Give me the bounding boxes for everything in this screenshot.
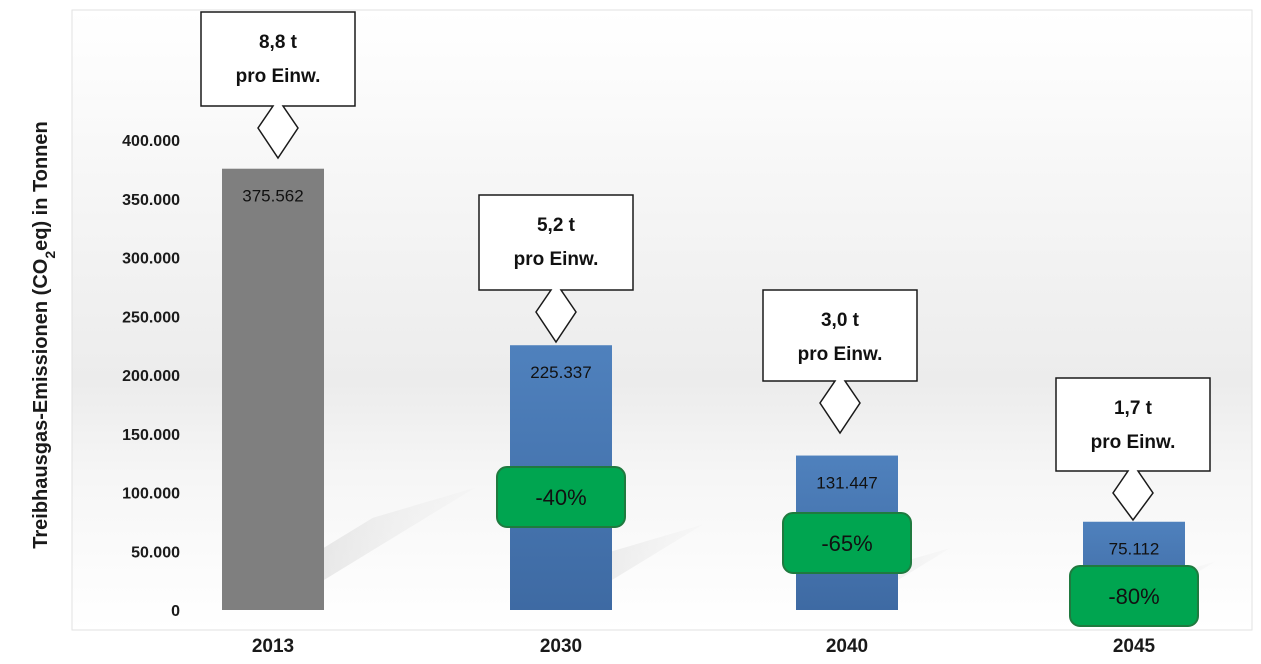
y-tick-label: 100.000 (122, 486, 180, 503)
bar-value-label: 75.112 (1109, 540, 1160, 559)
y-tick-label: 50.000 (131, 544, 180, 561)
callout-unit: pro Einw. (798, 344, 883, 365)
callout-value: 3,0 t (821, 310, 860, 331)
callout-value: 1,7 t (1114, 398, 1153, 419)
y-tick-label: 150.000 (122, 427, 180, 444)
callout-box (1055, 377, 1211, 522)
bar-2013 (222, 168, 324, 610)
y-axis-title: Treibhausgas-Emissionen (CO2eq) in Tonne… (30, 121, 58, 548)
reduction-badges: -40% -65% -80% (496, 466, 1199, 627)
y-tick-label: 250.000 (122, 309, 180, 326)
x-tick-label: 2045 (1113, 636, 1156, 657)
callout-unit: pro Einw. (236, 66, 321, 87)
per-capita-callouts: 8,8 t pro Einw. 5,2 t pro Einw. 3,0 t pro Ein… (200, 11, 1211, 522)
reduction-badge (496, 466, 626, 528)
callout-box (200, 11, 356, 160)
y-axis-ticks: 0 50.000 100.000 150.000 200.000 250.000 300.0… (122, 133, 180, 620)
x-tick-label: 2013 (252, 636, 294, 657)
x-axis-labels: 2013 2030 2040 2045 (252, 636, 1156, 657)
reduction-label: -65% (821, 531, 872, 556)
x-tick-label: 2030 (540, 636, 582, 657)
bar-value-label: 131.447 (816, 474, 877, 493)
reduction-badge (1069, 565, 1199, 627)
bar-value-label: 375.562 (242, 187, 303, 206)
x-tick-label: 2040 (826, 636, 868, 657)
reduction-label: -80% (1108, 584, 1159, 609)
y-tick-label: 200.000 (122, 368, 180, 385)
reduction-label: -40% (535, 485, 586, 510)
callout-unit: pro Einw. (514, 249, 599, 270)
callout-value: 8,8 t (259, 32, 298, 53)
callout-unit: pro Einw. (1091, 432, 1176, 453)
y-tick-label: 350.000 (122, 192, 180, 209)
reduction-badge (782, 512, 912, 574)
callout-box (478, 194, 634, 344)
bar-value-label: 225.337 (530, 363, 591, 382)
y-tick-label: 300.000 (122, 251, 180, 268)
callout-value: 5,2 t (537, 215, 576, 236)
y-tick-label: 400.000 (122, 133, 180, 150)
callout-box (762, 289, 918, 435)
y-tick-label: 0 (171, 603, 180, 620)
